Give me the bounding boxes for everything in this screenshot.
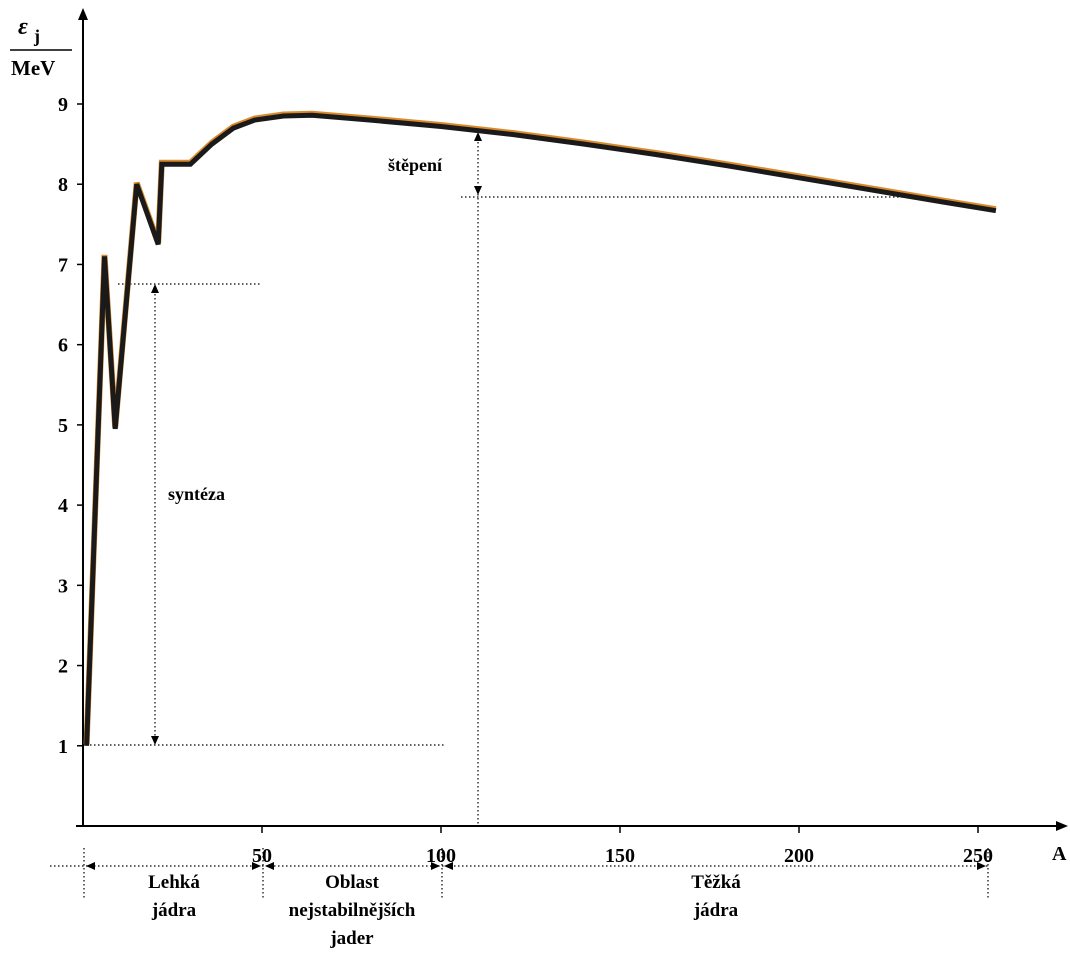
x-axis-arrow-icon	[1056, 821, 1068, 831]
x-tick-label: 50	[252, 845, 272, 867]
y-tick-label: 2	[58, 656, 68, 678]
y-tick-label: 3	[58, 575, 68, 597]
region-1-line2: jádra	[151, 900, 197, 921]
y-tick-label: 9	[58, 94, 68, 116]
stepeni-arrow-up-icon	[474, 132, 482, 141]
y-tick-label: 1	[58, 736, 68, 758]
series-line	[84, 112, 997, 746]
y-tick-label: 7	[58, 254, 68, 276]
region-3-arrow-right-icon	[977, 862, 986, 870]
region-markers	[50, 848, 989, 900]
x-tick-label: 150	[605, 845, 635, 867]
region-3-line1: Těžká	[691, 872, 741, 893]
y-axis-arrow-icon	[78, 8, 88, 20]
region-2-line1: Oblast	[325, 872, 380, 893]
stepeni-label: štěpení	[388, 155, 443, 175]
x-tick-label: 100	[426, 845, 456, 867]
x-tick-label: 200	[784, 845, 814, 867]
region-labels: Lehká jádra Oblast nejstabilnějších jade…	[148, 872, 741, 949]
region-2-arrow-right-icon	[431, 862, 440, 870]
region-3-arrow-left-icon	[444, 862, 453, 870]
series-group	[83, 110, 997, 746]
region-1-arrow-left-icon	[86, 862, 95, 870]
y-tick-label: 5	[58, 415, 68, 437]
synteza-label: syntéza	[168, 484, 225, 504]
y-tick-label: 6	[58, 335, 68, 357]
ylabel-unit: MeV	[11, 56, 55, 80]
region-2-line2: nejstabilnějších	[289, 900, 416, 921]
y-tick-label: 4	[58, 495, 68, 517]
ylabel-symbol: ε	[18, 14, 28, 40]
y-ticks: 1 2 3 4 5 6 7 8 9	[58, 94, 83, 758]
reference-lines	[86, 130, 912, 826]
x-tick-label: 250	[963, 845, 993, 867]
region-3-line2: jádra	[693, 900, 739, 921]
stepeni-arrow-down-icon	[474, 186, 482, 195]
region-2-line3: jader	[329, 928, 374, 949]
y-tick-label: 8	[58, 174, 68, 196]
synteza-arrow-up-icon	[151, 284, 159, 293]
synteza-arrow-down-icon	[151, 736, 159, 745]
x-ticks: 50 100 150 200 250	[252, 826, 993, 867]
region-1-line1: Lehká	[148, 872, 200, 893]
xlabel: A	[1052, 843, 1067, 865]
series-line-shadow	[83, 110, 997, 745]
region-2-arrow-left-icon	[265, 862, 274, 870]
ylabel-subscript: j	[33, 26, 40, 46]
region-1-arrow-right-icon	[252, 862, 261, 870]
